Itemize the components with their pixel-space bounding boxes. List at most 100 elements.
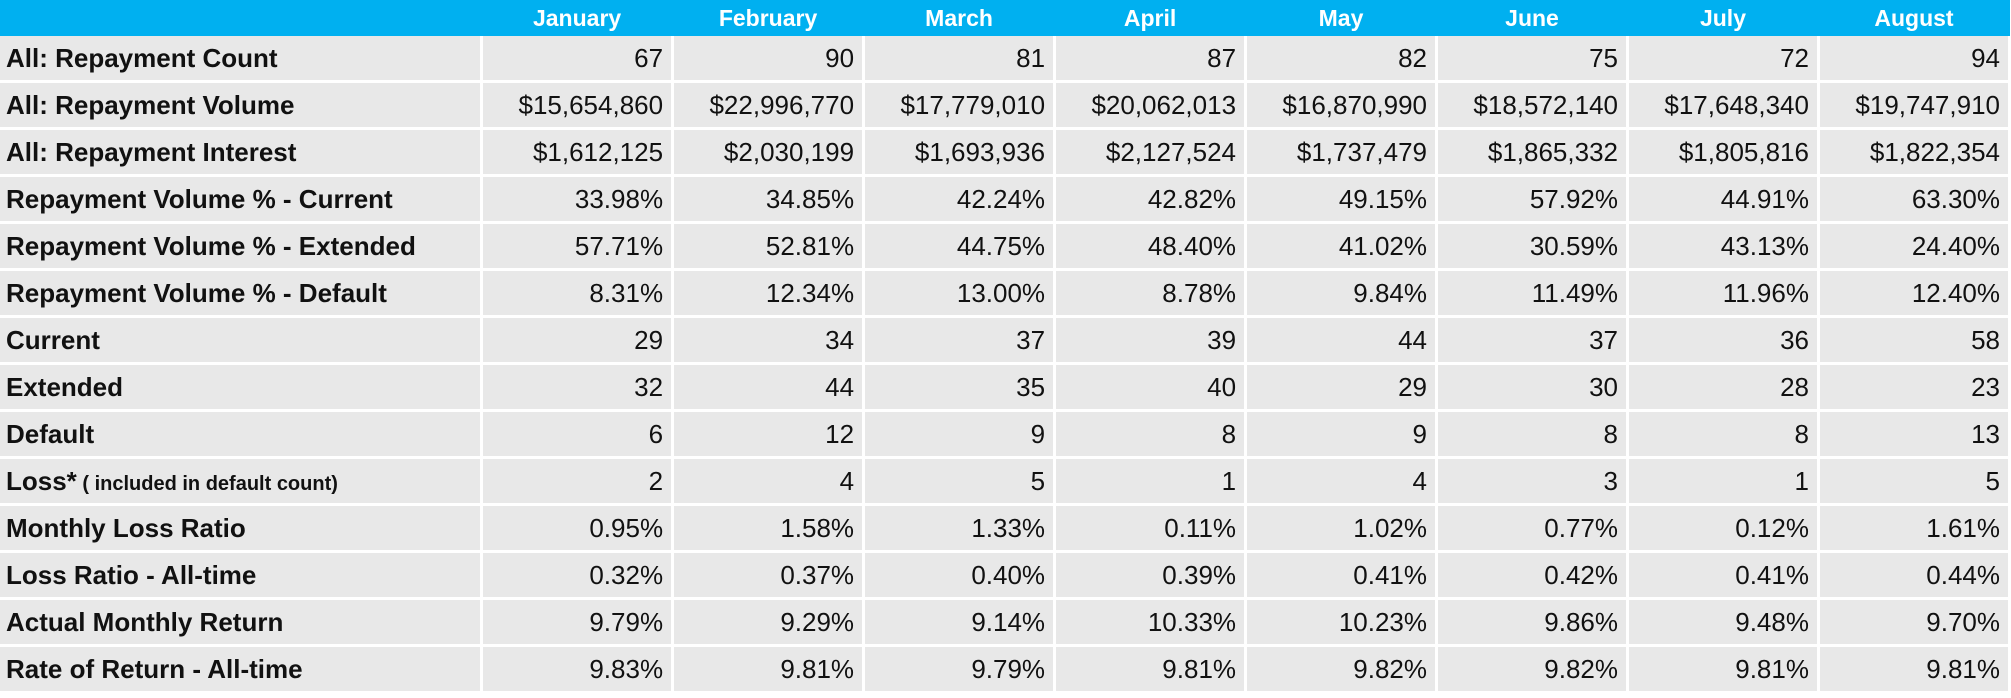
table-cell: 9.82% [1245,645,1439,694]
row-label-text: Actual Monthly Return [6,606,284,637]
row-label: Repayment Volume % - Extended [0,222,484,271]
table-cell: 9.14% [863,598,1057,647]
table-cell: 8.31% [481,269,675,318]
table-cell: 24.40% [1818,222,2011,271]
table-cell: 29 [481,316,675,365]
table-cell: 63.30% [1818,175,2011,224]
table-cell: 28 [1627,363,1820,412]
table-cell: 87 [1054,36,1248,83]
table-cell: $2,127,524 [1054,128,1248,177]
table-cell: 9.83% [481,645,675,694]
table-cell: 44 [672,363,866,412]
table-cell: 34.85% [672,175,866,224]
table-row: All: Repayment Count 67 90 81 87 82 75 72 94 [0,36,2011,83]
table-cell: 9.48% [1627,598,1820,647]
table-cell: 9 [1245,410,1439,459]
table-cell: 0.41% [1245,551,1439,600]
table-cell: 67 [481,36,675,83]
table-cell: 9.86% [1436,598,1629,647]
table-cell: 81 [863,36,1057,83]
row-label-text: Extended [6,371,124,402]
table-cell: 9.79% [863,645,1057,694]
row-label-text: Rate of Return - All-time [6,653,303,684]
table-cell: 57.71% [481,222,675,271]
table-cell: 0.12% [1627,504,1820,553]
table-cell: $1,612,125 [481,128,675,177]
table-body: All: Repayment Count 67 90 81 87 82 75 72 94 All:… [0,36,2011,694]
row-label-text: Default [6,418,95,449]
table-cell: $18,572,140 [1436,81,1629,130]
table-cell: 13 [1818,410,2011,459]
table-cell: 0.41% [1627,551,1820,600]
table-cell: 1.33% [863,504,1057,553]
table-row: Actual Monthly Return 9.79% 9.29% 9.14% 10.3… [0,598,2011,647]
table-row: All: Repayment Volume $15,654,860 $22,996,… [0,81,2011,130]
table-cell: 42.24% [863,175,1057,224]
row-label: Repayment Volume % - Current [0,175,484,224]
table-cell: $19,747,910 [1818,81,2011,130]
table-cell: 9.70% [1818,598,2011,647]
table-cell: 37 [1436,316,1629,365]
table-cell: 43.13% [1627,222,1820,271]
table-cell: 34 [672,316,866,365]
table-cell: 23 [1818,363,2011,412]
table-cell: 8.78% [1054,269,1248,318]
row-label-text: Repayment Volume % - Extended [6,230,416,261]
table-cell: 29 [1245,363,1439,412]
table-cell: 11.49% [1436,269,1629,318]
table-cell: 75 [1436,36,1629,83]
table-cell: $1,693,936 [863,128,1057,177]
table-cell: 36 [1627,316,1820,365]
row-label: All: Repayment Interest [0,128,484,177]
table-cell: 0.39% [1054,551,1248,600]
header-month: January [481,0,673,36]
row-label: Current [0,316,484,365]
row-label-text: All: Repayment Interest [6,136,297,167]
table-cell: 8 [1054,410,1248,459]
header-month: February [672,0,864,36]
table-cell: 37 [863,316,1057,365]
table-cell: 0.40% [863,551,1057,600]
table-cell: 0.95% [481,504,675,553]
table-cell: 9 [863,410,1057,459]
table-cell: $1,805,816 [1627,128,1820,177]
table-cell: 39 [1054,316,1248,365]
table-cell: 57.92% [1436,175,1629,224]
header-row: January February March April May June Ju… [0,0,2010,36]
table-row: Rate of Return - All-time 9.83% 9.81% 9.79%… [0,645,2011,694]
header-month: July [1627,0,1819,36]
table-row: Monthly Loss Ratio 0.95% 1.58% 1.33% 0.11% 1.… [0,504,2011,553]
row-label-text: Repayment Volume % - Default [6,277,387,308]
header-month: August [1818,0,2010,36]
table-cell: 1 [1627,457,1820,506]
table-cell: 9.81% [1054,645,1248,694]
table-row: Loss Ratio - All-time 0.32% 0.37% 0.40% 0.39… [0,551,2011,600]
table-cell: 94 [1818,36,2011,83]
row-label-text: Loss Ratio - All-time [6,559,257,590]
table-row: Repayment Volume % - Current 33.98% 34.85%… [0,175,2011,224]
table-cell: 32 [481,363,675,412]
table-row: Repayment Volume % - Default 8.31% 12.34% 1… [0,269,2011,318]
table-cell: 4 [672,457,866,506]
table-cell: 44.75% [863,222,1057,271]
table-cell: 12 [672,410,866,459]
table-cell: 9.29% [672,598,866,647]
table-cell: $1,737,479 [1245,128,1439,177]
table-cell: 11.96% [1627,269,1820,318]
table-cell: 2 [481,457,675,506]
table-cell: $17,779,010 [863,81,1057,130]
table-cell: 90 [672,36,866,83]
row-label-text: All: Repayment Count [6,42,278,73]
table-cell: 9.84% [1245,269,1439,318]
table-row: All: Repayment Interest $1,612,125 $2,030,… [0,128,2011,177]
table-cell: 58 [1818,316,2011,365]
row-label: All: Repayment Volume [0,81,484,130]
table-cell: 4 [1245,457,1439,506]
row-label-text: Loss* [6,465,77,496]
row-label: Loss* ( included in default count) [0,457,484,506]
row-label: Repayment Volume % - Default [0,269,484,318]
row-label-text: Repayment Volume % - Current [6,183,393,214]
table-cell: 9.81% [1818,645,2011,694]
table-cell: $22,996,770 [672,81,866,130]
